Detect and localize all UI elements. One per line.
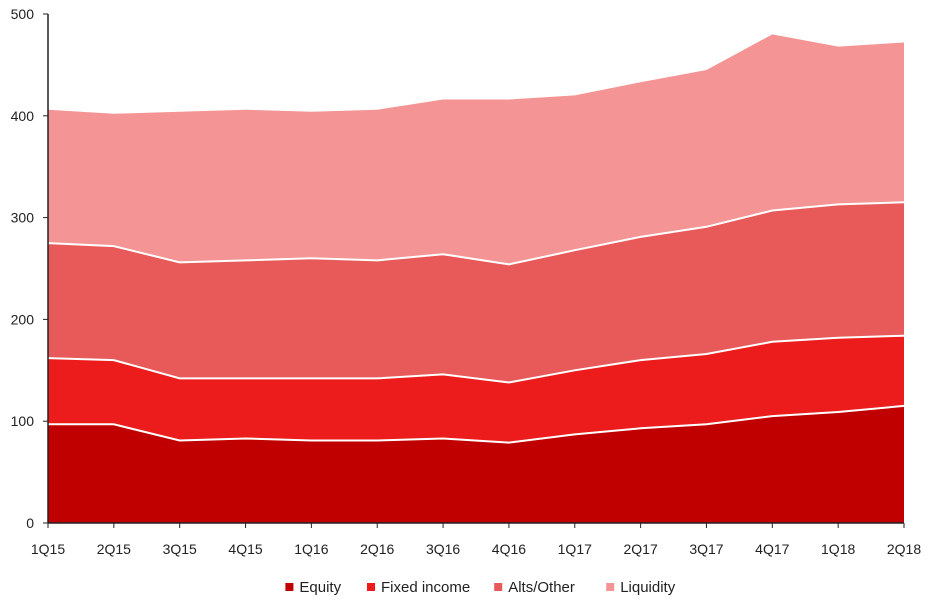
legend-item-fixed-income: Fixed income — [367, 579, 470, 596]
x-tick-label: 3Q17 — [689, 541, 723, 557]
boundary-line-alts-other — [47, 201, 905, 266]
x-tick-label: 2Q15 — [97, 541, 131, 557]
x-tick-label: 4Q15 — [228, 541, 262, 557]
legend-label: Liquidity — [620, 579, 676, 596]
area-liquidity — [48, 34, 904, 265]
area-equity — [48, 405, 904, 523]
x-tick-label: 1Q17 — [558, 541, 592, 557]
y-tick-label: 0 — [26, 515, 34, 531]
area-alts-other — [48, 202, 904, 383]
area-fixed-income — [48, 335, 904, 443]
legend-label: Equity — [299, 579, 341, 596]
x-tick-label: 1Q16 — [294, 541, 328, 557]
y-axis-ticks: 0 100 200 300 400 500 — [11, 6, 48, 531]
x-tick-label: 2Q16 — [360, 541, 394, 557]
x-tick-label: 1Q18 — [821, 541, 855, 557]
y-tick-label: 300 — [11, 210, 35, 226]
y-tick-label: 500 — [11, 6, 35, 22]
y-tick-label: 400 — [11, 108, 35, 124]
x-tick-label: 2Q17 — [623, 541, 657, 557]
boundary-line-fixed-income — [47, 334, 905, 384]
y-tick-label: 100 — [11, 413, 35, 429]
legend-item-alts-other: Alts/Other — [494, 579, 575, 596]
boundary-line-equity — [48, 404, 905, 444]
area-layer — [48, 34, 904, 523]
x-axis-ticks: 1Q15 2Q15 3Q15 4Q15 1Q16 2Q16 3Q16 4Q16 1Q17 2Q17… — [31, 523, 921, 557]
legend-swatch — [285, 583, 294, 591]
legend-label: Fixed income — [381, 579, 470, 596]
legend-item-equity: Equity — [285, 579, 342, 596]
x-tick-label: 3Q16 — [426, 541, 460, 557]
legend-swatch — [494, 583, 503, 591]
legend-swatch — [367, 583, 375, 591]
legend-swatch — [606, 583, 615, 591]
legend-item-liquidity: Liquidity — [606, 579, 676, 596]
y-tick-label: 200 — [11, 311, 35, 327]
x-tick-label: 3Q15 — [163, 541, 197, 557]
x-tick-label: 2Q18 — [887, 541, 921, 557]
series-boundary-lines — [47, 201, 905, 444]
x-tick-label: 4Q16 — [492, 541, 526, 557]
legend-label: Alts/Other — [508, 579, 575, 596]
x-tick-label: 4Q17 — [755, 541, 789, 557]
legend: Equity Fixed income Alts/Other Liquidity — [285, 579, 676, 596]
x-tick-label: 1Q15 — [31, 541, 65, 557]
